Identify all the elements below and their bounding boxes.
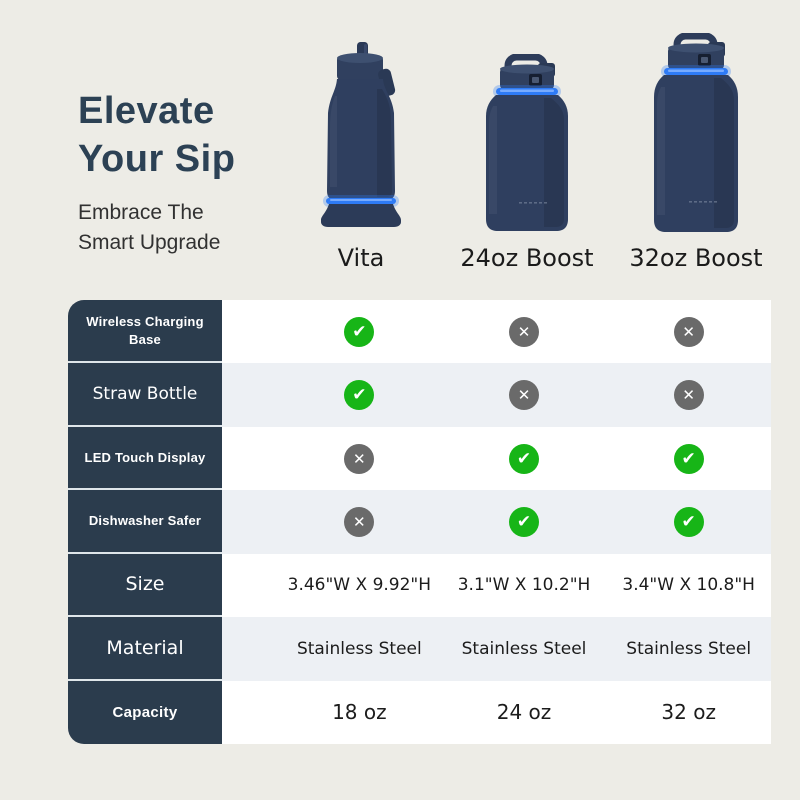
bottle-image-32oz-boost [649, 32, 743, 235]
feature-label: Capacity [68, 680, 222, 744]
row-cells: 18 oz 24 oz 32 oz [222, 680, 771, 744]
water-bottle-icon [654, 32, 738, 232]
cell-32oz: 3.4"W X 10.8"H [606, 554, 771, 617]
page-title: Elevate Your Sip [78, 88, 308, 184]
cell-value: 32 oz [661, 700, 716, 725]
feature-label: Dishwasher Safer [68, 490, 222, 554]
row-cells: 3.46"W X 9.92"H 3.1"W X 10.2"H 3.4"W X 1… [222, 553, 771, 618]
cell-24oz: ✕ [442, 363, 607, 426]
water-bottle-icon [486, 53, 568, 231]
cell-24oz: ✔ [442, 490, 607, 553]
cell-vita: 3.46"W X 9.92"H [277, 554, 442, 617]
cross-icon: ✕ [509, 316, 539, 347]
table-row-dishwasher-safer: Dishwasher Safer ✕ ✔ ✔ [68, 490, 771, 554]
comparison-table: Wireless Charging Base ✔ ✕ ✕ Straw Bottl… [68, 300, 771, 744]
title-line-1: Elevate [78, 90, 215, 132]
bottle-image-vita [318, 41, 404, 227]
table-row-straw-bottle: Straw Bottle ✔ ✕ ✕ [68, 363, 771, 427]
cell-value: 3.4"W X 10.8"H [622, 575, 755, 596]
row-cells: ✕ ✔ ✔ [222, 426, 771, 491]
cross-icon: ✕ [509, 380, 539, 411]
check-icon: ✔ [673, 506, 704, 537]
cell-vita: ✕ [277, 427, 442, 490]
table-row-wireless-charging-base: Wireless Charging Base ✔ ✕ ✕ [68, 300, 771, 364]
cell-24oz: ✔ [442, 427, 607, 490]
table-row-capacity: Capacity 18 oz 24 oz 32 oz [68, 680, 771, 744]
check-icon: ✔ [673, 443, 704, 474]
cross-icon: ✕ [673, 380, 704, 411]
feature-label: Material [68, 617, 222, 681]
cell-24oz: 24 oz [442, 681, 607, 744]
check-icon: ✔ [344, 380, 375, 411]
cell-32oz: ✔ [606, 427, 771, 490]
cross-icon: ✕ [344, 506, 375, 537]
cell-24oz: 3.1"W X 10.2"H [442, 554, 607, 617]
title-line-2: Your Sip [78, 137, 236, 180]
feature-label: Size [68, 553, 222, 618]
cell-32oz: 32 oz [606, 681, 771, 744]
cross-icon: ✕ [344, 443, 375, 474]
subtitle-line-2: Smart Upgrade [78, 231, 221, 255]
cell-vita: 18 oz [277, 681, 442, 744]
cell-value: 18 oz [332, 700, 387, 725]
cell-32oz: Stainless Steel [606, 617, 771, 680]
feature-label: Wireless Charging Base [68, 300, 222, 364]
check-icon: ✔ [344, 316, 375, 347]
table-row-material: Material Stainless Steel Stainless Steel… [68, 617, 771, 681]
cell-value: Stainless Steel [626, 638, 752, 659]
cell-value: 24 oz [496, 700, 552, 725]
cell-24oz: ✕ [442, 300, 607, 363]
cell-value: Stainless Steel [296, 638, 422, 659]
row-cells: ✔ ✕ ✕ [222, 363, 771, 427]
page-subtitle: Embrace The Smart Upgrade [78, 198, 308, 259]
product-label-32oz-boost: 32oz Boost [629, 244, 763, 272]
cell-vita: ✕ [277, 490, 442, 553]
feature-label: LED Touch Display [68, 426, 222, 491]
check-icon: ✔ [509, 443, 539, 474]
bottle-image-24oz-boost [481, 53, 573, 234]
cell-value: Stainless Steel [461, 638, 587, 659]
row-cells: ✔ ✕ ✕ [222, 300, 771, 364]
cell-vita: Stainless Steel [277, 617, 442, 680]
cell-32oz: ✕ [606, 300, 771, 363]
product-label-vita: Vita [337, 244, 385, 272]
table-row-size: Size 3.46"W X 9.92"H 3.1"W X 10.2"H 3.4"… [68, 553, 771, 618]
cell-32oz: ✕ [606, 363, 771, 426]
feature-label: Straw Bottle [68, 363, 222, 427]
cell-vita: ✔ [277, 363, 442, 426]
table-row-led-touch-display: LED Touch Display ✕ ✔ ✔ [68, 426, 771, 491]
hero-text-block: Elevate Your Sip Embrace The Smart Upgra… [78, 88, 308, 259]
cell-value: 3.46"W X 9.92"H [287, 575, 432, 596]
subtitle-line-1: Embrace The [78, 200, 204, 224]
cell-24oz: Stainless Steel [442, 617, 607, 680]
water-bottle-icon [321, 42, 401, 227]
cross-icon: ✕ [673, 316, 704, 347]
cell-vita: ✔ [277, 300, 442, 363]
check-icon: ✔ [509, 506, 539, 537]
row-cells: ✕ ✔ ✔ [222, 490, 771, 554]
product-label-24oz-boost: 24oz Boost [460, 244, 594, 272]
row-cells: Stainless Steel Stainless Steel Stainles… [222, 617, 771, 681]
cell-value: 3.1"W X 10.2"H [457, 575, 591, 596]
cell-32oz: ✔ [606, 490, 771, 553]
